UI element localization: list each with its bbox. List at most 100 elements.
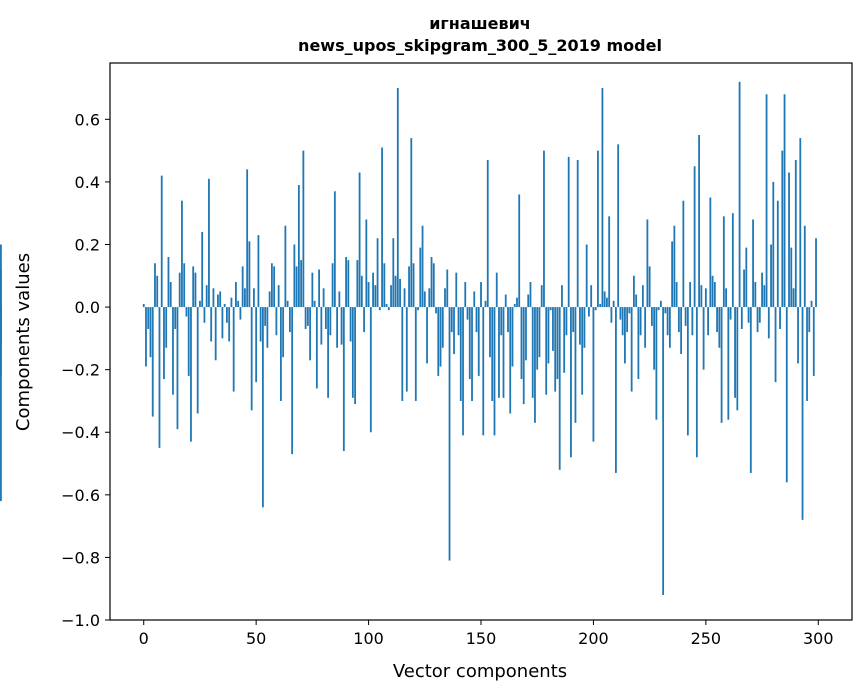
bar [561, 285, 563, 308]
bar [803, 225, 806, 308]
bar [365, 219, 368, 308]
bar [482, 307, 485, 436]
bar [776, 200, 779, 308]
bar [311, 272, 314, 308]
bar [608, 216, 611, 308]
bar [554, 307, 557, 392]
bar [423, 291, 426, 308]
bar [275, 307, 278, 336]
bar [142, 303, 145, 308]
bar [217, 294, 219, 308]
bar [367, 282, 370, 308]
bar [383, 263, 386, 308]
bar [154, 263, 156, 308]
bar [174, 307, 177, 329]
x-tick-label: 250 [691, 629, 722, 648]
bar [304, 307, 307, 329]
bar [646, 219, 649, 308]
bar [761, 272, 763, 308]
bar [558, 307, 561, 470]
bar [219, 291, 222, 308]
bar [329, 307, 332, 336]
bar [432, 263, 435, 308]
bar [489, 307, 491, 358]
bar [540, 285, 543, 308]
bar [693, 166, 696, 308]
bar [151, 307, 154, 417]
bar [356, 260, 359, 308]
bar [306, 307, 309, 326]
bar [659, 300, 662, 308]
bar [392, 238, 395, 308]
bar [360, 275, 363, 308]
bar [223, 303, 226, 308]
bar [525, 307, 527, 361]
bar [417, 307, 419, 311]
bar [666, 307, 669, 336]
bar [677, 307, 680, 333]
bar [455, 272, 458, 308]
bar [284, 225, 287, 308]
bar [0, 244, 2, 308]
bar [729, 307, 732, 320]
bar [590, 285, 593, 308]
bar [453, 307, 455, 355]
bar [599, 303, 602, 308]
bar [731, 213, 734, 308]
bar [266, 307, 269, 348]
bar [345, 257, 347, 308]
bar [673, 225, 676, 308]
x-tick-label: 0 [139, 629, 149, 648]
bar [282, 307, 285, 358]
bar [313, 300, 316, 308]
bar [338, 291, 341, 308]
bar [563, 307, 566, 373]
bar [765, 94, 768, 308]
bar [205, 285, 208, 308]
bar [743, 269, 745, 308]
bar [581, 307, 584, 395]
bar [484, 300, 487, 308]
bar [686, 307, 689, 436]
bar [430, 257, 433, 308]
bar [675, 282, 678, 308]
bar [520, 307, 523, 380]
bar [165, 307, 168, 348]
bar [570, 307, 572, 458]
bar [610, 307, 613, 323]
bar [536, 307, 539, 370]
bar [320, 307, 323, 345]
bar [711, 275, 714, 308]
bar [770, 244, 772, 308]
y-tick-label: −0.6 [61, 486, 100, 505]
bar [349, 307, 352, 342]
bar [556, 307, 559, 380]
bar [172, 307, 174, 395]
bar [579, 307, 581, 345]
bar [199, 300, 201, 308]
bar [169, 282, 172, 308]
bar [734, 307, 736, 398]
bar [354, 307, 356, 405]
bar [369, 307, 372, 433]
y-tick-label: 0.4 [75, 173, 100, 192]
bar [509, 307, 512, 414]
bar [792, 288, 795, 308]
bar [545, 307, 548, 395]
chart-title-line-1: игнашевич [429, 14, 531, 33]
bar [736, 307, 739, 411]
y-axis-ticks: −1.0 −0.8 −0.6 −0.4 −0.2 0.0 0.2 0.4 0.6 [61, 110, 110, 630]
bar [302, 150, 305, 308]
bar [779, 307, 781, 329]
bar [230, 297, 233, 308]
bar [160, 175, 163, 308]
bar [226, 307, 228, 323]
bar [176, 307, 179, 430]
bar [655, 307, 658, 420]
bar [158, 307, 161, 448]
bar [619, 307, 622, 320]
bar [583, 307, 586, 348]
bar [653, 307, 656, 370]
bar [689, 282, 692, 308]
bar [228, 307, 231, 342]
